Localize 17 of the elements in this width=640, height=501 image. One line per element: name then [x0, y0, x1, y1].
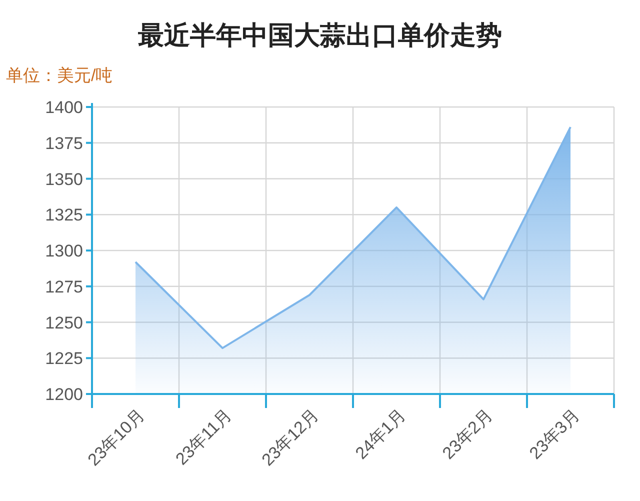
- chart-title: 最近半年中国大蒜出口单价走势: [137, 20, 502, 50]
- x-tick-label: 23年2月: [438, 405, 496, 463]
- y-tick-label: 1400: [45, 98, 83, 117]
- y-tick-label: 1250: [45, 313, 83, 332]
- x-tick-label: 23年12月: [258, 405, 322, 470]
- x-tick-label: 23年10月: [84, 405, 148, 470]
- y-tick-label: 1200: [45, 385, 83, 404]
- y-tick-label: 1300: [45, 242, 83, 260]
- y-tick-label: 1350: [45, 170, 83, 189]
- y-tick-label: 1225: [45, 349, 83, 368]
- x-tick-label: 23年3月: [526, 405, 584, 463]
- y-tick-label: 1275: [45, 277, 83, 296]
- y-axis-title: 单位：美元/吨: [6, 66, 113, 85]
- y-tick-label: 1375: [45, 134, 83, 153]
- x-tick-label: 24年1月: [352, 405, 410, 463]
- y-tick-label: 1325: [45, 206, 83, 225]
- x-tick-label: 23年11月: [172, 405, 236, 469]
